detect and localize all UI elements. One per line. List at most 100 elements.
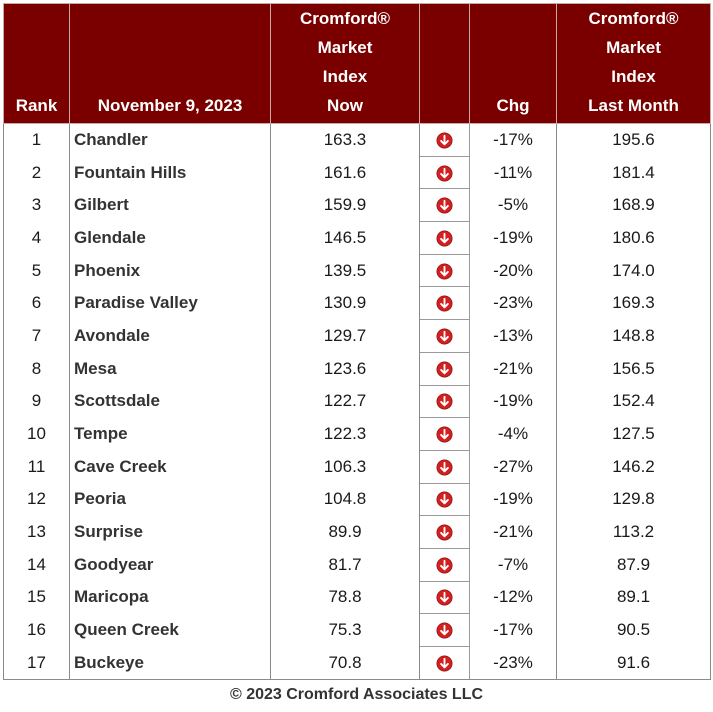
index-last-month-cell: 87.9 xyxy=(556,548,711,582)
table-row: 12 Peoria 104.8 -19% 129.8 xyxy=(3,482,711,517)
table-row: 4 Glendale 146.5 -19% 180.6 xyxy=(3,221,711,255)
change-arrow-cell xyxy=(419,221,470,255)
city-cell: Scottsdale xyxy=(69,385,271,418)
table-row: 14 Goodyear 81.7 -7% 87.9 xyxy=(3,547,711,582)
index-now-cell: 146.5 xyxy=(270,221,420,255)
index-last-month-cell: 146.2 xyxy=(556,450,711,484)
city-cell: Gilbert xyxy=(69,188,271,222)
change-percent-cell: -19% xyxy=(469,483,557,516)
change-percent-cell: -17% xyxy=(469,123,557,157)
header-arrow xyxy=(419,3,470,124)
change-arrow-cell xyxy=(419,384,470,419)
city-cell: Buckeye xyxy=(69,646,271,680)
table-row: 3 Gilbert 159.9 -5% 168.9 xyxy=(3,188,711,223)
rank-cell: 17 xyxy=(3,646,70,680)
city-cell: Avondale xyxy=(69,319,271,353)
rank-cell: 6 xyxy=(3,286,70,320)
header-last-line: Cromford® xyxy=(588,9,679,28)
index-now-cell: 130.9 xyxy=(270,286,420,320)
table-row: 15 Maricopa 78.8 -12% 89.1 xyxy=(3,580,711,615)
index-last-month-cell: 180.6 xyxy=(556,221,711,255)
change-arrow-cell xyxy=(419,286,470,321)
down-arrow-circle-icon xyxy=(436,459,453,476)
table-body: 1 Chandler 163.3 -17% 195.6 2 Fountain Hills 16… xyxy=(3,123,711,680)
index-now-cell: 122.3 xyxy=(270,417,420,451)
index-now-cell: 81.7 xyxy=(270,548,420,582)
header-chg: Chg xyxy=(469,3,557,124)
index-now-cell: 70.8 xyxy=(270,646,420,680)
index-now-cell: 139.5 xyxy=(270,254,420,287)
city-cell: Queen Creek xyxy=(69,613,271,647)
market-index-table: Rank November 9, 2023 Cromford® Market I… xyxy=(3,3,711,680)
down-arrow-circle-icon xyxy=(436,655,453,672)
table-row: 17 Buckeye 70.8 -23% 91.6 xyxy=(3,646,711,680)
change-arrow-cell xyxy=(419,155,470,190)
down-arrow-circle-icon xyxy=(436,622,453,639)
rank-cell: 7 xyxy=(3,319,70,353)
index-now-cell: 104.8 xyxy=(270,483,420,516)
index-last-month-cell: 195.6 xyxy=(556,123,711,157)
city-cell: Chandler xyxy=(69,123,271,157)
header-now-line: Market xyxy=(317,38,373,57)
index-now-cell: 89.9 xyxy=(270,515,420,549)
index-now-cell: 75.3 xyxy=(270,613,420,647)
down-arrow-circle-icon xyxy=(436,524,453,541)
city-cell: Tempe xyxy=(69,417,271,451)
change-percent-cell: -12% xyxy=(469,581,557,614)
index-now-cell: 159.9 xyxy=(270,188,420,222)
rank-cell: 11 xyxy=(3,450,70,484)
down-arrow-circle-icon xyxy=(436,165,453,182)
index-now-cell: 129.7 xyxy=(270,319,420,353)
down-arrow-circle-icon xyxy=(436,197,453,214)
index-now-cell: 161.6 xyxy=(270,156,420,189)
table-row: 16 Queen Creek 75.3 -17% 90.5 xyxy=(3,613,711,647)
header-rank: Rank xyxy=(3,3,70,124)
table-row: 2 Fountain Hills 161.6 -11% 181.4 xyxy=(3,155,711,190)
rank-cell: 1 xyxy=(3,123,70,157)
change-arrow-cell xyxy=(419,547,470,582)
change-arrow-cell xyxy=(419,613,470,647)
index-last-month-cell: 127.5 xyxy=(556,417,711,451)
rank-cell: 12 xyxy=(3,483,70,516)
index-last-month-cell: 156.5 xyxy=(556,352,711,385)
city-cell: Glendale xyxy=(69,221,271,255)
change-arrow-cell xyxy=(419,580,470,615)
city-cell: Mesa xyxy=(69,352,271,385)
rank-cell: 4 xyxy=(3,221,70,255)
index-last-month-cell: 90.5 xyxy=(556,613,711,647)
header-now-line: Now xyxy=(327,96,363,115)
header-date: November 9, 2023 xyxy=(69,3,271,124)
down-arrow-circle-icon xyxy=(436,263,453,280)
city-cell: Maricopa xyxy=(69,581,271,614)
change-percent-cell: -5% xyxy=(469,188,557,222)
index-now-cell: 78.8 xyxy=(270,581,420,614)
header-index-last-month: Cromford® Market Index Last Month xyxy=(556,3,711,124)
city-cell: Phoenix xyxy=(69,254,271,287)
city-cell: Goodyear xyxy=(69,548,271,582)
down-arrow-circle-icon xyxy=(436,589,453,606)
change-percent-cell: -23% xyxy=(469,646,557,680)
change-percent-cell: -20% xyxy=(469,254,557,287)
rank-cell: 9 xyxy=(3,385,70,418)
change-percent-cell: -11% xyxy=(469,156,557,189)
down-arrow-circle-icon xyxy=(436,230,453,247)
rank-cell: 3 xyxy=(3,188,70,222)
change-percent-cell: -19% xyxy=(469,385,557,418)
change-arrow-cell xyxy=(419,515,470,549)
header-index-now: Cromford® Market Index Now xyxy=(270,3,420,124)
index-last-month-cell: 91.6 xyxy=(556,646,711,680)
index-now-cell: 106.3 xyxy=(270,450,420,484)
rank-cell: 8 xyxy=(3,352,70,385)
change-arrow-cell xyxy=(419,123,470,157)
table-row: 8 Mesa 123.6 -21% 156.5 xyxy=(3,351,711,386)
table-row: 5 Phoenix 139.5 -20% 174.0 xyxy=(3,253,711,288)
rank-cell: 14 xyxy=(3,548,70,582)
change-percent-cell: -23% xyxy=(469,286,557,320)
header-last-line: Last Month xyxy=(588,96,679,115)
city-cell: Fountain Hills xyxy=(69,156,271,189)
market-index-report: Rank November 9, 2023 Cromford® Market I… xyxy=(3,3,711,704)
change-percent-cell: -7% xyxy=(469,548,557,582)
change-arrow-cell xyxy=(419,319,470,353)
down-arrow-circle-icon xyxy=(436,393,453,410)
rank-cell: 13 xyxy=(3,515,70,549)
